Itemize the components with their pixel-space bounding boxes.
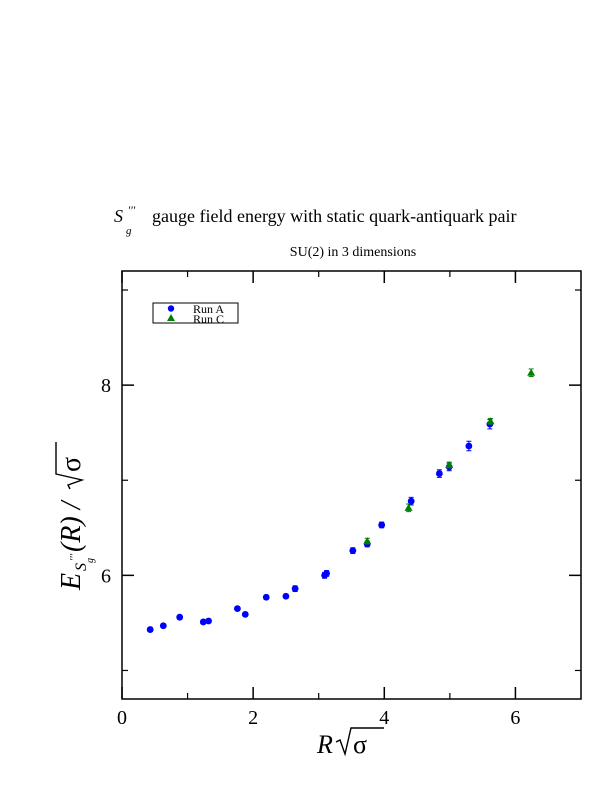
y-tick-label: 8 [101,375,111,397]
data-point [234,605,241,613]
y-axis-label-sqrt-arg: σ [56,457,87,472]
data-point [282,592,290,600]
data-point [349,547,357,555]
data-marks [146,368,536,633]
data-point [176,613,184,621]
data-point [146,626,154,633]
x-tick-label: 2 [248,707,258,729]
legend-marker-run-c [167,314,175,321]
data-point [407,497,415,505]
x-axis-label-var: R [316,730,333,759]
legend-box [152,302,239,324]
title-symbol-sub: g [126,225,132,237]
data-point [527,368,536,376]
data-point [363,537,372,545]
y-axis-label-sub-sub: g [85,558,96,563]
y-axis-label-sub: S [73,563,90,571]
axes: 0 2 4 6 6 8 [101,271,581,729]
x-tick-label: 6 [510,707,520,729]
y-tick-label: 6 [101,565,111,587]
data-point [159,622,167,630]
y-axis-label: E S ''' g (R) / σ [55,442,96,591]
y-axis-label-var: E [56,573,87,591]
x-axis-label-sqrt-arg: σ [353,730,367,759]
x-tick-label: 4 [379,707,389,729]
x-tick-label: 0 [117,707,127,729]
title-symbol: S [114,206,123,226]
data-point [262,593,270,601]
data-point [486,417,495,425]
series-run-a [146,418,494,633]
title-text: gauge field energy with static quark-ant… [152,206,517,226]
x-axis-label-sqrt-sign [335,727,384,757]
chart-title: S ''' [114,203,136,226]
data-point [291,585,299,593]
data-point [378,521,386,529]
legend-label-run-a: Run A [193,302,224,316]
title-symbol-sup: ''' [128,203,136,217]
data-point [323,570,330,577]
data-point [404,503,413,511]
y-axis-label-paren: (R) / [56,499,87,552]
data-point [205,617,212,625]
y-axis-label-sqrt-sign [55,442,85,490]
legend-marker-run-a [167,305,175,312]
legend-label-run-c: Run C [193,312,224,326]
data-point [465,442,473,450]
data-point [445,461,454,469]
data-point [241,610,249,618]
plot-frame [121,270,582,700]
series-run-c [363,368,536,545]
legend: Run A Run C [152,302,239,326]
data-point [199,618,207,626]
y-axis-label-sub-sup: ''' [68,553,80,561]
data-point [435,470,443,477]
x-axis-label: R σ [316,727,384,759]
chart-subtitle: SU(2) in 3 dimensions [290,245,416,260]
